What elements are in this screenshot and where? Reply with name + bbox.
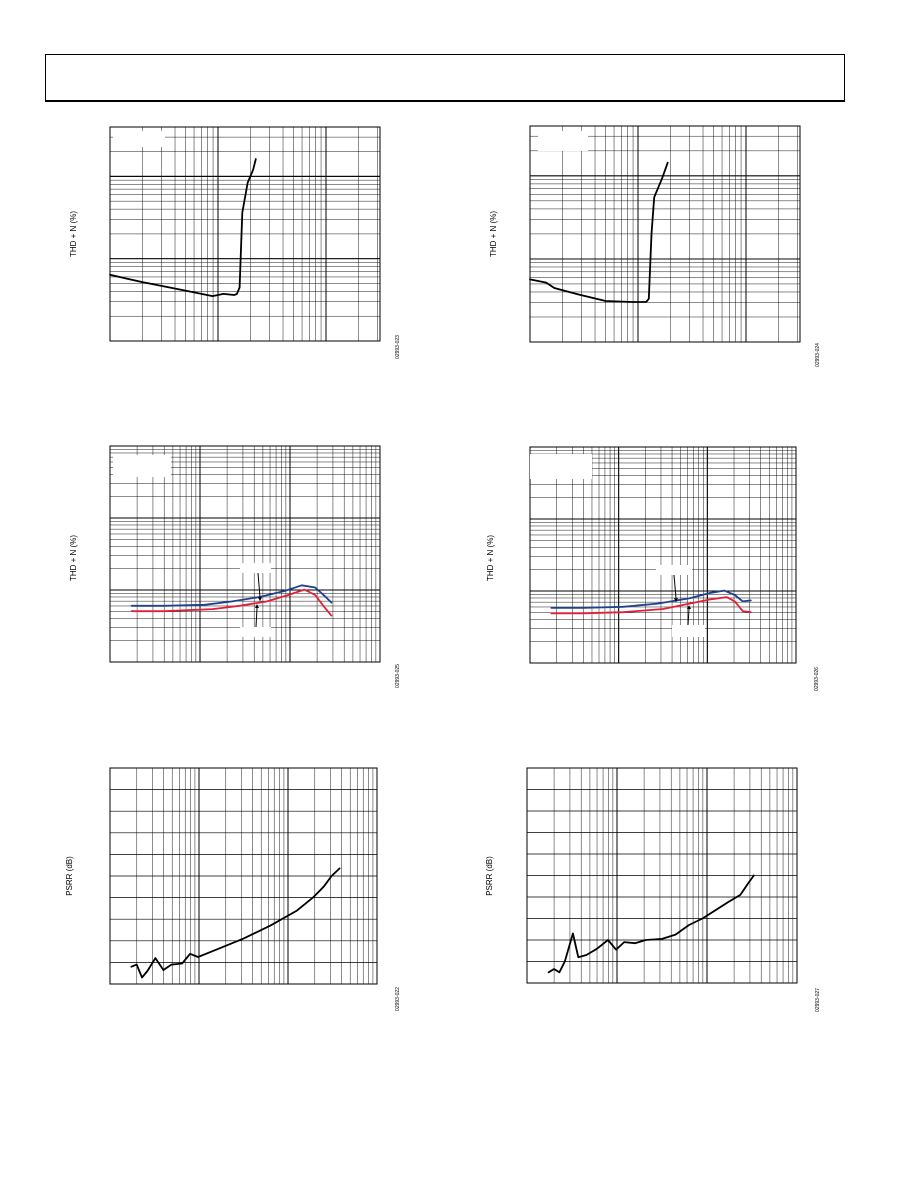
- series-line-2: [550, 596, 752, 615]
- y-axis-label: THD + N (%): [69, 211, 78, 257]
- series-line-1: [109, 158, 257, 298]
- legend-box: [530, 454, 592, 479]
- series-line-1: [130, 867, 341, 979]
- figure-id: 02993-023: [395, 335, 401, 359]
- chart-frame: [109, 445, 381, 663]
- series-line-2: [130, 588, 333, 617]
- annotation-arrowhead: [255, 604, 259, 608]
- y-axis-label: THD + N (%): [69, 535, 78, 581]
- legend-box: [113, 131, 165, 147]
- annotation-arrow: [255, 607, 258, 628]
- chart-6: PSRR (dB) 02993-027: [485, 767, 821, 1012]
- series-line-1: [529, 161, 669, 303]
- y-axis-label: PSRR (dB): [65, 856, 74, 896]
- annotation-box: [240, 627, 271, 637]
- chart-frame: [109, 767, 378, 985]
- series-line-1: [130, 584, 333, 607]
- figure-id: 02993-027: [815, 988, 821, 1012]
- chart-4: THD + N (%) 02993-026: [486, 446, 820, 691]
- annotation-box: [656, 565, 692, 575]
- annotation-arrowhead: [687, 605, 691, 609]
- y-axis-label: PSRR (dB): [485, 856, 494, 896]
- annotation-arrowhead: [258, 597, 262, 602]
- legend-box: [113, 455, 171, 477]
- figure-id: 02993-026: [814, 667, 820, 691]
- chart-2: THD + N (%) 02993-024: [489, 125, 821, 367]
- chart-frame: [526, 767, 798, 984]
- annotation-arrow: [673, 574, 677, 599]
- chart-1: THD + N (%) 02993-023: [69, 126, 401, 359]
- annotation-box: [240, 563, 271, 573]
- chart-grid: [109, 445, 381, 663]
- chart-5: PSRR (dB) 02993-022: [65, 767, 401, 1011]
- chart-frame: [109, 126, 381, 342]
- annotation-arrow: [257, 572, 261, 598]
- chart-frame: [529, 125, 801, 343]
- annotation-arrowhead: [674, 598, 678, 603]
- chart-frame: [529, 446, 797, 664]
- figure-id: 02993-025: [395, 664, 401, 688]
- y-axis-label: THD + N (%): [489, 211, 498, 257]
- chart-grid: [529, 125, 800, 343]
- y-axis-label: THD + N (%): [486, 535, 495, 581]
- page-header-box: [45, 54, 845, 102]
- series-line-1: [550, 589, 752, 609]
- series-line-1: [547, 874, 755, 974]
- chart-3: THD + N (%) 02993-025: [69, 445, 401, 688]
- annotation-box: [672, 625, 705, 637]
- annotation-arrow: [687, 608, 690, 626]
- chart-grid: [109, 126, 380, 342]
- figure-id: 02993-024: [815, 343, 821, 367]
- legend-box: [538, 131, 588, 151]
- chart-grid: [529, 446, 797, 664]
- chart-grid: [109, 767, 378, 985]
- figure-id: 02993-022: [395, 987, 401, 1011]
